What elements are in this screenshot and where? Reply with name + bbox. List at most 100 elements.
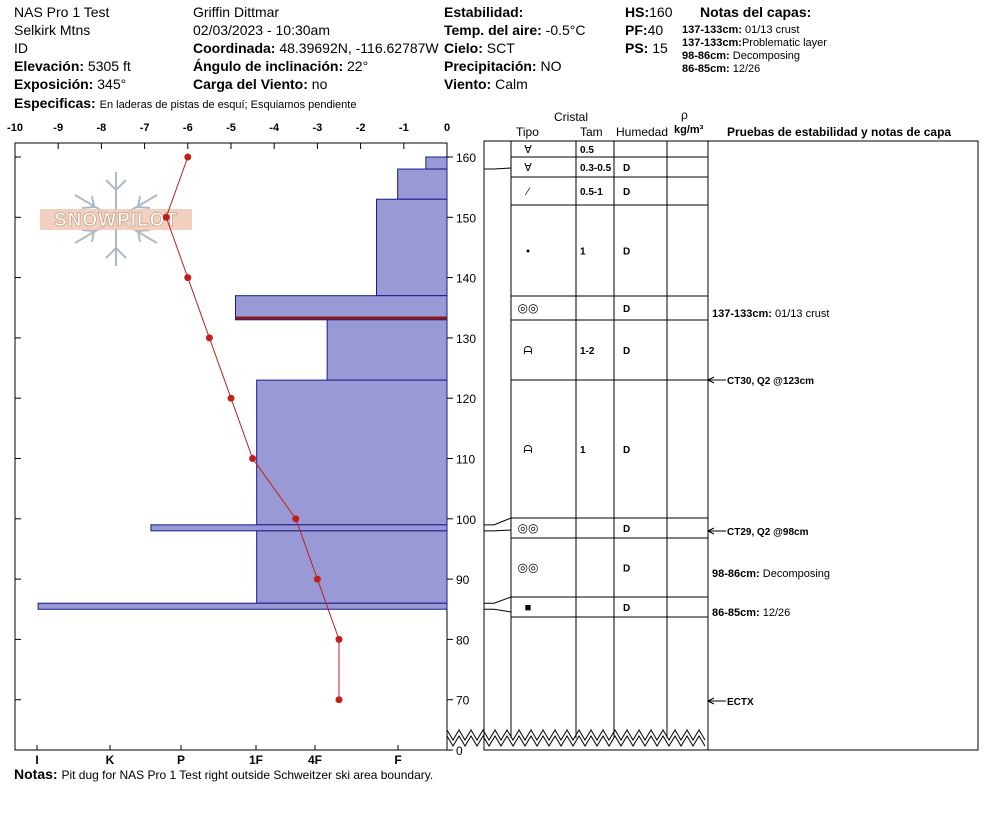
- snowpilot-logo: SNOWPILOT: [40, 172, 192, 266]
- observer: Griffin Dittmar: [193, 4, 280, 20]
- height-tick-label: 0: [456, 744, 463, 758]
- humedad-header: Humedad: [616, 125, 669, 139]
- break-line: [446, 735, 706, 747]
- temp-tick-label: -9: [53, 122, 63, 134]
- temperature-point: [292, 515, 300, 523]
- height-tick-label: 160: [456, 151, 476, 165]
- layer-note: 98-86cm: Decomposing: [682, 50, 800, 63]
- notes-label: Notas:: [14, 766, 58, 782]
- layer-tipo: ∀: [524, 162, 532, 174]
- temperature-point: [205, 334, 213, 342]
- annotation-text: 86-85cm: 12/26: [712, 607, 790, 619]
- annotation-arrow-head: [706, 527, 715, 535]
- layer-humedad: D: [623, 163, 630, 174]
- height-tick-label: 90: [456, 573, 470, 587]
- annotation-arrow-head: [706, 697, 715, 705]
- layer-note: 86-85cm: 12/26: [682, 63, 760, 76]
- layer-note-range: 137-133cm:: [682, 37, 742, 49]
- wind-load-value: no: [311, 76, 328, 92]
- slope-value: 22°: [347, 58, 369, 74]
- elevation-value: 5305 ft: [87, 58, 131, 74]
- annotation-text: 137-133cm: 01/13 crust: [712, 308, 829, 320]
- precipitation: Precipitación: NO: [444, 58, 561, 74]
- density-unit-header: kg/m³: [674, 124, 704, 136]
- layer-connector: [484, 596, 512, 604]
- tam-header: Tam: [580, 125, 603, 139]
- hardness-bar: [256, 379, 448, 526]
- height-tick-label: 120: [456, 392, 476, 406]
- aspect-value: 345°: [97, 76, 127, 92]
- temperature-point: [335, 635, 343, 643]
- hs-value: 160: [649, 4, 673, 20]
- layer-humedad: D: [623, 524, 630, 535]
- wind: Viento: Calm: [444, 76, 528, 92]
- hardness-bar: [397, 168, 448, 200]
- height-tick-label: 100: [456, 513, 476, 527]
- sky: Cielo: SCT: [444, 40, 515, 56]
- layer-connector: [484, 608, 512, 613]
- annotation-arrow-head: [706, 376, 715, 384]
- air-temp-value: -0.5°C: [545, 22, 586, 38]
- layer-tam: 1: [580, 247, 586, 258]
- air-temp-label: Temp. del aire:: [444, 22, 542, 38]
- layer-humedad: D: [623, 247, 630, 258]
- layer-note-range: 86-85cm:: [682, 63, 730, 75]
- layer-humedad: D: [623, 187, 630, 198]
- pit-name: NAS Pro 1 Test: [14, 4, 110, 20]
- wind-load-label: Carga del Viento:: [193, 76, 308, 92]
- annotation-text: CT30, Q2 @123cm: [727, 376, 814, 387]
- height-tick-label: 130: [456, 332, 476, 346]
- layer-connector: [484, 517, 512, 526]
- layer-connector: [484, 529, 512, 532]
- specifics-value: En laderas de pistas de esquí; Esquiamos…: [99, 99, 357, 111]
- layer-humedad: D: [623, 304, 630, 315]
- ps-label: PS:: [625, 40, 649, 56]
- temp-tick-label: -2: [356, 122, 366, 134]
- rho-header: ρ: [681, 108, 688, 122]
- annotation-text: CT29, Q2 @98cm: [727, 527, 809, 538]
- layer-note-range: 137-133cm:: [682, 24, 742, 36]
- hardness-tick-label: I: [35, 753, 38, 767]
- layer-tipo: ᗩ: [523, 345, 532, 357]
- temp-tick-label: -4: [269, 122, 280, 134]
- temperature-point: [313, 575, 321, 583]
- layer-tipo: ⁄: [524, 186, 531, 198]
- pf-value: 40: [647, 22, 664, 38]
- datetime: 02/03/2023 - 10:30am: [193, 22, 330, 38]
- layer-tipo: ◎◎: [518, 561, 539, 575]
- layer-note-text: Decomposing: [732, 50, 801, 62]
- hardness-bar: [326, 319, 448, 381]
- layer-tipo: ■: [525, 602, 532, 614]
- temp-tick-label: -6: [183, 122, 193, 134]
- height-tick-label: 110: [456, 453, 475, 467]
- annotation-text: ECTX: [727, 697, 754, 708]
- layer-tam: 1-2: [580, 346, 595, 357]
- layer-note-text: 12/26: [732, 63, 761, 75]
- temperature-point: [184, 153, 192, 161]
- hs-label: HS:: [625, 4, 650, 20]
- layer-notes-title: Notas del capas:: [700, 4, 812, 20]
- coordinates: Coordinada: 48.39692N, -116.62787W: [193, 40, 439, 56]
- hardness-bar: [37, 602, 448, 610]
- hardness-tick-label: 1F: [249, 753, 263, 767]
- precip-label: Precipitación:: [444, 58, 537, 74]
- layer-connector: [484, 167, 512, 170]
- temperature-point: [184, 274, 192, 282]
- ps: PS: 15: [625, 40, 668, 56]
- notes-value: Pit dug for NAS Pro 1 Test right outside…: [61, 768, 434, 782]
- elevation-label: Elevación:: [14, 58, 85, 74]
- precip-value: NO: [540, 58, 562, 74]
- temp-tick-label: 0: [444, 122, 450, 134]
- hardness-tick-label: F: [394, 753, 401, 767]
- hardness-tick-label: P: [177, 753, 185, 767]
- air-temp: Temp. del aire: -0.5°C: [444, 22, 586, 38]
- table-frame: [483, 140, 979, 751]
- tests-header: Pruebas de estabilidad y notas de capa: [727, 125, 952, 139]
- hardness-bar: [256, 530, 448, 604]
- temperature-point: [227, 394, 235, 402]
- coord-value: 48.39692N, -116.62787W: [279, 40, 439, 56]
- hardness-tick-label: K: [106, 753, 115, 767]
- hs: HS:160: [625, 4, 672, 20]
- layer-note-range: 98-86cm:: [682, 50, 730, 62]
